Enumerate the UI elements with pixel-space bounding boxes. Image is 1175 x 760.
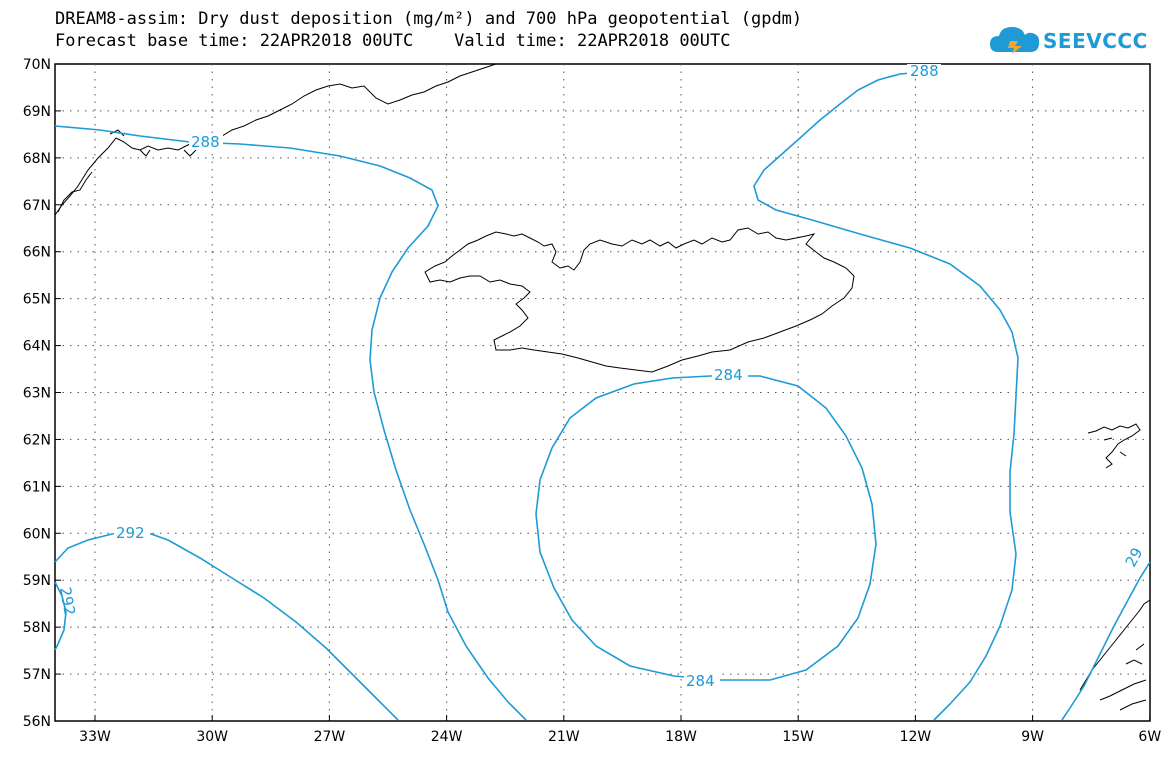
lat-label: 70N [23, 57, 51, 73]
contour-label-284-bottom: 284 [686, 672, 715, 690]
lat-label: 59N [23, 573, 51, 589]
longitude-labels: 33W 30W 27W 24W 21W 18W 15W 12W 9W 6W [79, 729, 1161, 745]
geopotential-contours [54, 71, 1151, 721]
coastlines [54, 63, 1151, 711]
lat-label: 61N [23, 479, 51, 495]
lon-label: 24W [431, 729, 463, 745]
iceland-coastline [424, 227, 855, 373]
latitude-labels: 70N 69N 68N 67N 66N 65N 64N 63N 62N 61N 60N 59N 58N 5… [23, 57, 51, 730]
map-subtitle-times: Forecast base time: 22APR2018 00UTC Vali… [55, 31, 731, 51]
logo-text: SEEVCCC [1043, 29, 1148, 53]
contour-288-east [753, 71, 1019, 721]
greenland-coastline [54, 63, 497, 216]
lat-label: 69N [23, 104, 51, 120]
lon-label: 21W [548, 729, 580, 745]
lon-label: 6W [1138, 729, 1161, 745]
contour-288-west [54, 125, 527, 721]
lat-label: 57N [23, 667, 51, 683]
contour-29-east [1061, 561, 1151, 721]
graticule [55, 64, 1150, 721]
contour-label-288-ne: 288 [910, 62, 939, 80]
lon-label: 18W [665, 729, 697, 745]
lon-label: 30W [196, 729, 228, 745]
map-title: DREAM8-assim: Dry dust deposition (mg/m²… [55, 9, 803, 29]
axis-ticks [55, 63, 1151, 722]
lon-label: 27W [314, 729, 346, 745]
lat-label: 68N [23, 151, 51, 167]
cloud-icon [990, 27, 1040, 54]
lat-label: 56N [23, 714, 51, 730]
lat-label: 62N [23, 432, 51, 448]
lat-label: 63N [23, 386, 51, 402]
seevccc-logo: SEEVCCC [988, 22, 1147, 58]
contour-label-292-sw: 292 [116, 524, 145, 542]
lon-label: 9W [1021, 729, 1044, 745]
lat-label: 60N [23, 526, 51, 542]
lon-label: 15W [782, 729, 814, 745]
lat-label: 66N [23, 245, 51, 261]
contour-284 [535, 375, 877, 681]
lat-label: 64N [23, 339, 51, 355]
contour-label-284-top: 284 [714, 366, 743, 384]
lat-label: 58N [23, 620, 51, 636]
faroe-islands-coastline [1087, 423, 1141, 469]
scotland-coastline [1079, 599, 1151, 711]
lat-label: 65N [23, 292, 51, 308]
contour-label-292-w: 292 [56, 586, 79, 617]
contour-label-29-e: 29 [1122, 545, 1147, 570]
contour-292-southwest [54, 529, 399, 721]
contour-label-288-nw: 288 [191, 133, 220, 151]
contour-labels: 288 288 284 284 292 292 29 [56, 62, 1146, 690]
lat-label: 67N [23, 198, 51, 214]
lon-label: 12W [900, 729, 932, 745]
lon-label: 33W [79, 729, 111, 745]
contour-292-west [54, 581, 67, 651]
